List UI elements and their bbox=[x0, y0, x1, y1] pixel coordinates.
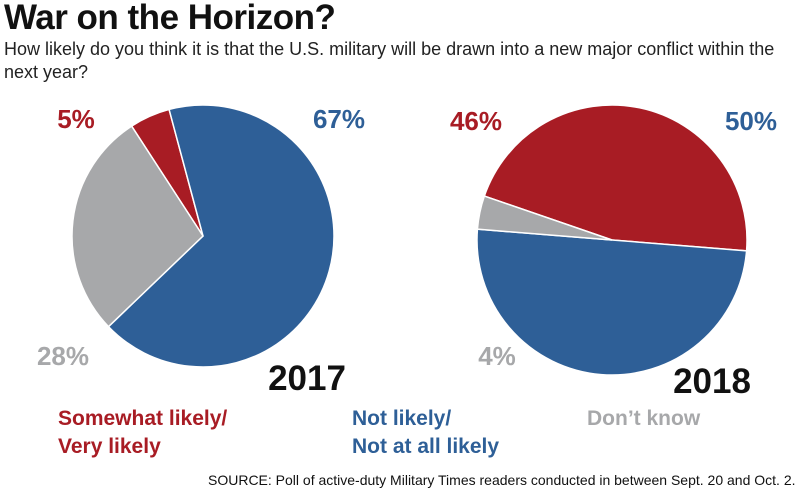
pie-2017-slice-not-likely bbox=[107, 104, 335, 368]
pie-2018-label-not-likely: 50% bbox=[725, 106, 777, 136]
legend-likely-line2: Very likely bbox=[58, 435, 161, 458]
source-note: SOURCE: Poll of active-duty Military Tim… bbox=[208, 472, 796, 488]
pie-2018-year-title: 2018 bbox=[673, 362, 751, 401]
legend-not-likely-line1: Not likely/ bbox=[352, 407, 452, 430]
pie-2018-slice-likely bbox=[483, 104, 748, 252]
legend-likely-line1: Somewhat likely/ bbox=[58, 407, 228, 430]
pie-2018-slice-dont-know bbox=[476, 195, 613, 241]
chart-subtitle: How likely do you think it is that the U… bbox=[4, 39, 775, 82]
pie-2017-label-likely: 5% bbox=[57, 104, 95, 134]
pie-2017-label-not-likely: 67% bbox=[313, 104, 365, 134]
pie-2018-label-dont-know: 4% bbox=[478, 341, 516, 371]
pie-2018-label-likely: 46% bbox=[450, 106, 502, 136]
legend-not-likely-line2: Not at all likely bbox=[352, 435, 500, 458]
legend-dont-know-line1: Don’t know bbox=[587, 407, 701, 430]
pie-2017-slice-dont-know bbox=[71, 125, 204, 328]
pie-2017-label-dont-know: 28% bbox=[37, 341, 89, 371]
chart-title: War on the Horizon? bbox=[4, 0, 336, 37]
legend-dont-know: Don’t know bbox=[587, 405, 700, 433]
pie-2017-year-title: 2017 bbox=[268, 359, 346, 398]
legend-not-likely: Not likely/ Not at all likely bbox=[352, 405, 499, 461]
legend-likely: Somewhat likely/ Very likely bbox=[58, 405, 227, 461]
pie-2018-slice-not-likely bbox=[476, 228, 748, 376]
